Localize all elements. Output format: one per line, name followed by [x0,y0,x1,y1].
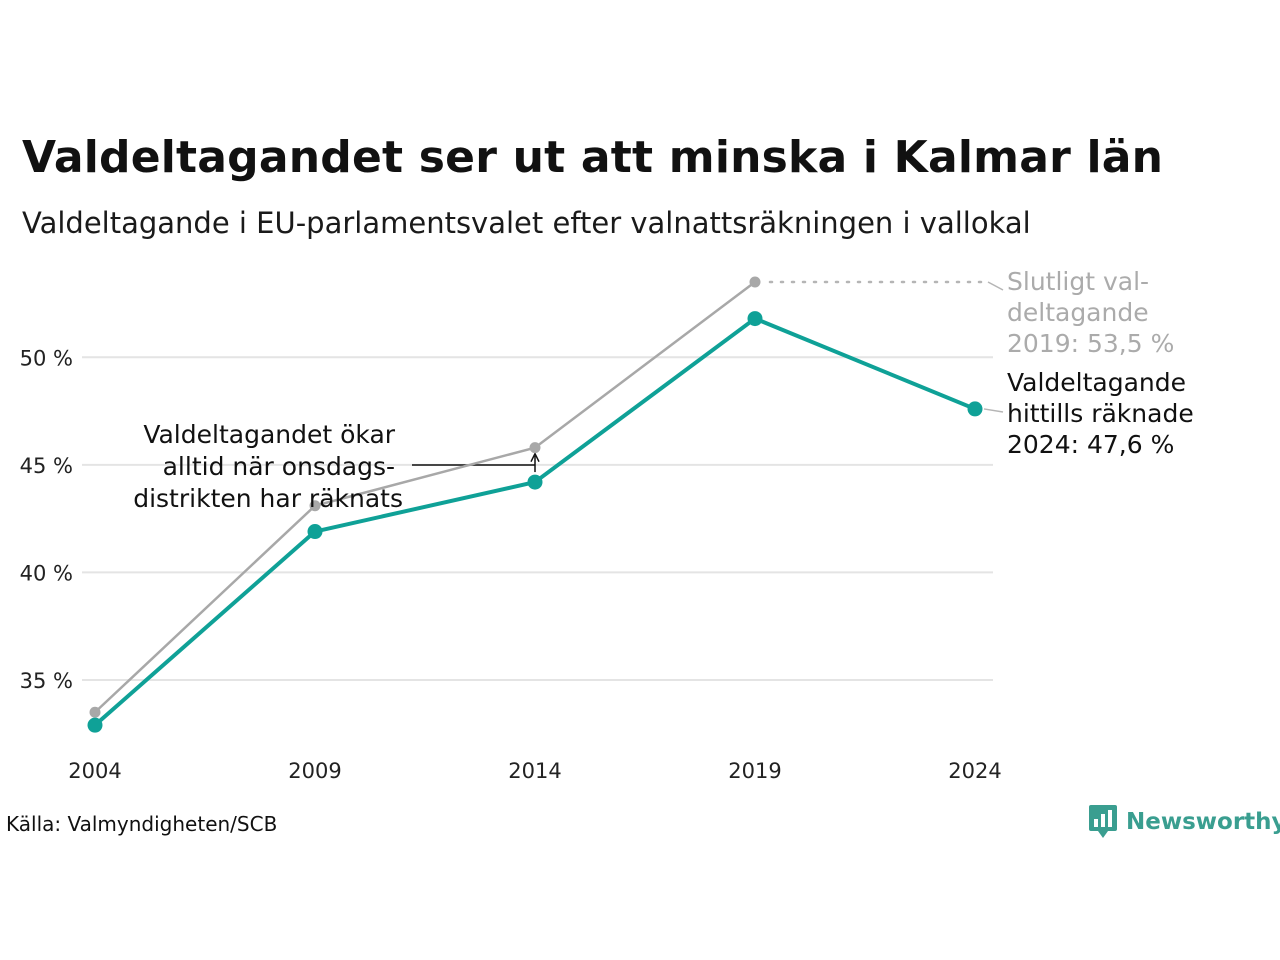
x-tick-label-2019: 2019 [728,759,781,783]
data-point-final-2014 [529,442,541,454]
data-point-final-2004 [89,706,101,718]
source-note: Källa: Valmyndigheten/SCB [6,812,278,836]
brand-logo: Newsworthy [1088,804,1280,840]
connectors [412,280,1004,473]
data-point-counted-2024 [967,401,983,417]
chart-subtitle: Valdeltagande i EU-parlamentsvalet efter… [22,206,1031,240]
data-point-counted-2004 [87,717,103,733]
grid-lines [82,356,993,681]
annotation-final-2019-line-2: deltagande [1007,298,1149,327]
final-2019-leader-tick [987,281,1004,291]
annotation-counted-2024-line-1: Valdeltagande [1007,368,1186,397]
annotation-wednesday-note-line-1: Valdeltagandet ökar [143,420,395,449]
data-point-final-2019 [749,276,761,288]
x-tick-label-2009: 2009 [288,759,341,783]
data-point-counted-2014 [527,474,543,490]
x-tick-label-2014: 2014 [508,759,561,783]
annotation-final-2019-line-3: 2019: 53,5 % [1007,329,1174,358]
x-tick-label-2024: 2024 [948,759,1001,783]
annotation-final-2019: Slutligt val- deltagande 2019: 53,5 % [1007,267,1174,358]
data-point-final-2009 [309,500,321,512]
y-tick-label-50: 50 % [20,346,73,370]
chart-title: Valdeltagandet ser ut att minska i Kalma… [22,132,1164,183]
note-arrow-head [530,451,540,462]
y-tick-label-45: 45 % [20,454,73,478]
series-line-counted [93,316,976,727]
bar-chart-bubble-icon [1089,805,1117,838]
data-point-counted-2019 [747,311,763,327]
y-tick-label-35: 35 % [20,669,73,693]
counted-2024-leader [983,408,1004,413]
annotation-wednesday-note: Valdeltagandet ökar alltid när onsdags- … [133,420,403,513]
y-axis-labels: 35 % 40 % 45 % 50 % [20,346,73,693]
annotation-wednesday-note-line-3: distrikten har räknats [133,484,403,513]
annotation-counted-2024-line-3: 2024: 47,6 % [1007,430,1174,459]
annotation-wednesday-note-line-2: alltid när onsdags- [163,452,395,481]
series-points [87,276,983,733]
y-tick-label-40: 40 % [20,561,73,585]
brand-name: Newsworthy [1126,809,1280,835]
x-axis-labels: 2004 2009 2014 2019 2024 [68,759,1001,783]
annotation-counted-2024: Valdeltagande hittills räknade 2024: 47,… [1007,368,1202,459]
data-point-counted-2009 [307,524,323,540]
x-tick-label-2004: 2004 [68,759,121,783]
annotation-final-2019-line-1: Slutligt val- [1007,267,1149,296]
series-line-final [94,281,756,714]
annotation-counted-2024-line-2: hittills räknade [1007,399,1194,428]
